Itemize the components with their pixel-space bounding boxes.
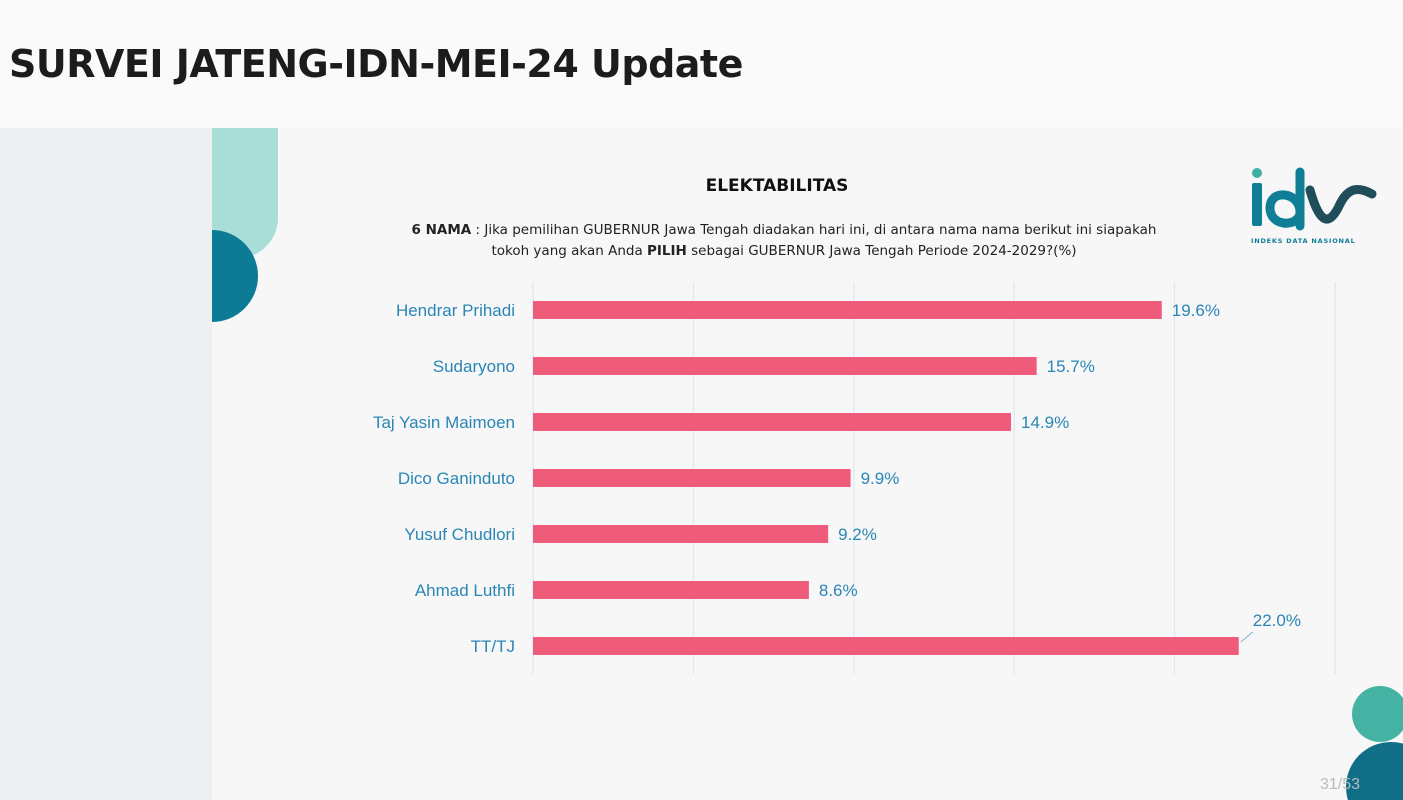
value-label: 22.0% xyxy=(1253,611,1301,630)
question-line2-end: sebagai GUBERNUR Jawa Tengah Periode 202… xyxy=(686,243,1077,259)
category-label: Yusuf Chudlori xyxy=(404,525,515,544)
bar-chart: Hendrar Prihadi 19.6% Sudaryono 15.7% Taj Ya… xyxy=(373,282,1336,674)
page-title: SURVEI JATENG-IDN-MEI-24 Update xyxy=(9,42,743,86)
value-label: 8.6% xyxy=(819,581,858,600)
bar xyxy=(533,357,1037,375)
category-label: Taj Yasin Maimoen xyxy=(373,413,515,432)
idn-logo-mark xyxy=(1252,167,1377,231)
question-line2-bold: PILIH xyxy=(647,243,687,259)
survey-question: 6 NAMA : Jika pemilihan GUBERNUR Jawa Te… xyxy=(284,220,1284,262)
value-label: 14.9% xyxy=(1021,413,1069,432)
value-label: 19.6% xyxy=(1172,301,1220,320)
bar xyxy=(533,469,851,487)
chart-heading: ELEKTABILITAS xyxy=(705,176,849,196)
category-label: Dico Ganinduto xyxy=(398,469,515,488)
decorative-green-circle xyxy=(1352,686,1403,742)
bar xyxy=(533,525,829,543)
left-gutter xyxy=(0,128,212,800)
category-label: Hendrar Prihadi xyxy=(396,301,515,320)
category-label: Ahmad Luthfi xyxy=(415,581,515,600)
page-number: 31/53 xyxy=(1320,776,1361,793)
question-line2-start: tokoh yang akan Anda xyxy=(491,243,648,259)
bar xyxy=(533,301,1162,319)
logo-caption: INDEKS DATA NASIONAL xyxy=(1251,237,1356,245)
category-label: Sudaryono xyxy=(433,357,515,376)
category-label: TT/TJ xyxy=(471,637,515,656)
bar xyxy=(533,581,809,599)
question-line1: : Jika pemilihan GUBERNUR Jawa Tengah di… xyxy=(471,222,1157,238)
bar xyxy=(533,637,1239,655)
idn-logo: INDEKS DATA NASIONAL xyxy=(1248,164,1378,252)
question-prefix: 6 NAMA xyxy=(411,222,472,238)
value-label: 9.2% xyxy=(838,525,877,544)
value-label: 9.9% xyxy=(861,469,900,488)
value-label: 15.7% xyxy=(1047,357,1095,376)
title-bar: SURVEI JATENG-IDN-MEI-24 Update xyxy=(0,0,1403,128)
bar xyxy=(533,413,1011,431)
leader-line xyxy=(1240,631,1254,643)
slide: ELEKTABILITAS 6 NAMA : Jika pemilihan GU… xyxy=(212,128,1403,800)
